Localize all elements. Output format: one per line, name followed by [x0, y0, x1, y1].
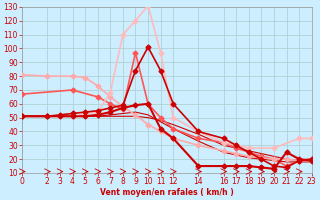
X-axis label: Vent moyen/en rafales ( km/h ): Vent moyen/en rafales ( km/h ): [100, 188, 234, 197]
